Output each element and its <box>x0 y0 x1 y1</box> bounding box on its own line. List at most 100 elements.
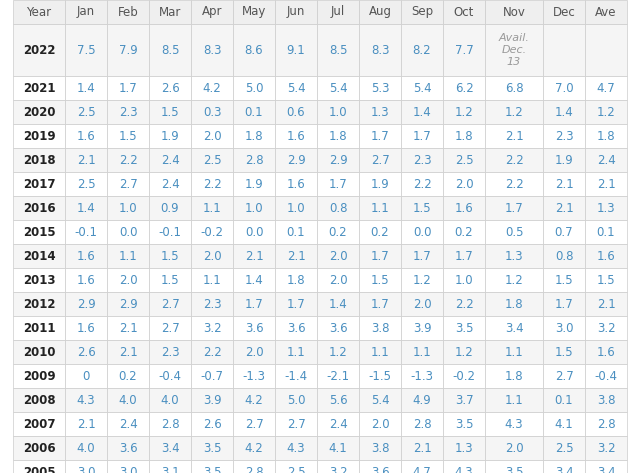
Bar <box>191 316 233 340</box>
Text: 2.9: 2.9 <box>118 298 138 310</box>
Bar <box>585 292 627 316</box>
Bar <box>485 100 543 124</box>
Text: 2.1: 2.1 <box>77 154 95 166</box>
Text: 1.0: 1.0 <box>244 201 263 214</box>
Bar <box>65 220 107 244</box>
Bar <box>233 244 275 268</box>
Text: 1.7: 1.7 <box>371 130 389 142</box>
Text: 3.9: 3.9 <box>413 322 431 334</box>
Bar <box>191 244 233 268</box>
Bar <box>107 364 149 388</box>
Bar <box>13 148 65 172</box>
Text: 0.6: 0.6 <box>287 105 305 119</box>
Text: -2.1: -2.1 <box>326 369 349 383</box>
Bar <box>317 196 359 220</box>
Text: Dec: Dec <box>552 6 575 18</box>
Text: 2.1: 2.1 <box>244 249 264 263</box>
Text: 0.1: 0.1 <box>244 105 263 119</box>
Text: 2.5: 2.5 <box>77 105 95 119</box>
Text: 2.5: 2.5 <box>555 441 573 455</box>
Bar <box>443 412 485 436</box>
Bar <box>233 388 275 412</box>
Text: 1.8: 1.8 <box>454 130 474 142</box>
Text: 8.3: 8.3 <box>203 44 221 56</box>
Text: 1.7: 1.7 <box>371 249 389 263</box>
Text: 5.0: 5.0 <box>244 81 263 95</box>
Text: 3.0: 3.0 <box>119 465 137 473</box>
Bar <box>13 76 65 100</box>
Text: 1.3: 1.3 <box>596 201 615 214</box>
Bar <box>443 196 485 220</box>
Bar <box>359 76 401 100</box>
Text: Nov: Nov <box>502 6 525 18</box>
Bar <box>13 220 65 244</box>
Bar <box>585 340 627 364</box>
Bar <box>543 76 585 100</box>
Bar <box>65 340 107 364</box>
Text: 3.8: 3.8 <box>371 322 389 334</box>
Bar <box>485 220 543 244</box>
Text: -0.1: -0.1 <box>159 226 182 238</box>
Text: 1.7: 1.7 <box>244 298 264 310</box>
Bar <box>485 388 543 412</box>
Bar <box>401 388 443 412</box>
Text: 2021: 2021 <box>23 81 55 95</box>
Bar <box>485 316 543 340</box>
Text: 0.3: 0.3 <box>203 105 221 119</box>
Bar <box>149 196 191 220</box>
Bar <box>65 316 107 340</box>
Text: 1.4: 1.4 <box>555 105 573 119</box>
Bar <box>191 460 233 473</box>
Bar <box>317 100 359 124</box>
Bar <box>543 388 585 412</box>
Text: 5.4: 5.4 <box>371 394 389 406</box>
Bar <box>275 316 317 340</box>
Bar <box>65 436 107 460</box>
Bar <box>443 436 485 460</box>
Text: 3.9: 3.9 <box>203 394 221 406</box>
Text: 3.8: 3.8 <box>596 394 615 406</box>
Text: 6.2: 6.2 <box>454 81 474 95</box>
Bar <box>107 220 149 244</box>
Text: 1.7: 1.7 <box>328 177 348 191</box>
Bar <box>149 220 191 244</box>
Bar <box>359 244 401 268</box>
Bar <box>401 124 443 148</box>
Text: 2020: 2020 <box>23 105 55 119</box>
Bar <box>233 412 275 436</box>
Text: 2.0: 2.0 <box>118 273 138 287</box>
Bar <box>585 148 627 172</box>
Bar <box>317 220 359 244</box>
Text: 1.0: 1.0 <box>287 201 305 214</box>
Text: -0.1: -0.1 <box>74 226 97 238</box>
Text: Apr: Apr <box>202 6 222 18</box>
Bar <box>543 316 585 340</box>
Bar <box>485 436 543 460</box>
Bar <box>485 76 543 100</box>
Bar <box>107 292 149 316</box>
Bar <box>149 460 191 473</box>
Bar <box>317 460 359 473</box>
Text: 2.1: 2.1 <box>596 298 616 310</box>
Bar <box>443 340 485 364</box>
Text: 1.1: 1.1 <box>371 345 389 359</box>
Text: 1.5: 1.5 <box>118 130 138 142</box>
Bar <box>191 0 233 24</box>
Text: 2.0: 2.0 <box>329 273 348 287</box>
Text: 1.7: 1.7 <box>555 298 573 310</box>
Text: 2.6: 2.6 <box>203 418 221 430</box>
Text: 1.6: 1.6 <box>287 130 305 142</box>
Text: 1.4: 1.4 <box>77 201 95 214</box>
Text: 1.1: 1.1 <box>203 201 221 214</box>
Text: 1.2: 1.2 <box>454 105 474 119</box>
Bar <box>107 100 149 124</box>
Text: 0: 0 <box>83 369 90 383</box>
Text: 2.0: 2.0 <box>454 177 474 191</box>
Text: 4.7: 4.7 <box>596 81 616 95</box>
Bar <box>13 24 65 76</box>
Bar <box>191 388 233 412</box>
Bar <box>107 76 149 100</box>
Bar <box>543 460 585 473</box>
Bar <box>543 148 585 172</box>
Text: 0.2: 0.2 <box>454 226 474 238</box>
